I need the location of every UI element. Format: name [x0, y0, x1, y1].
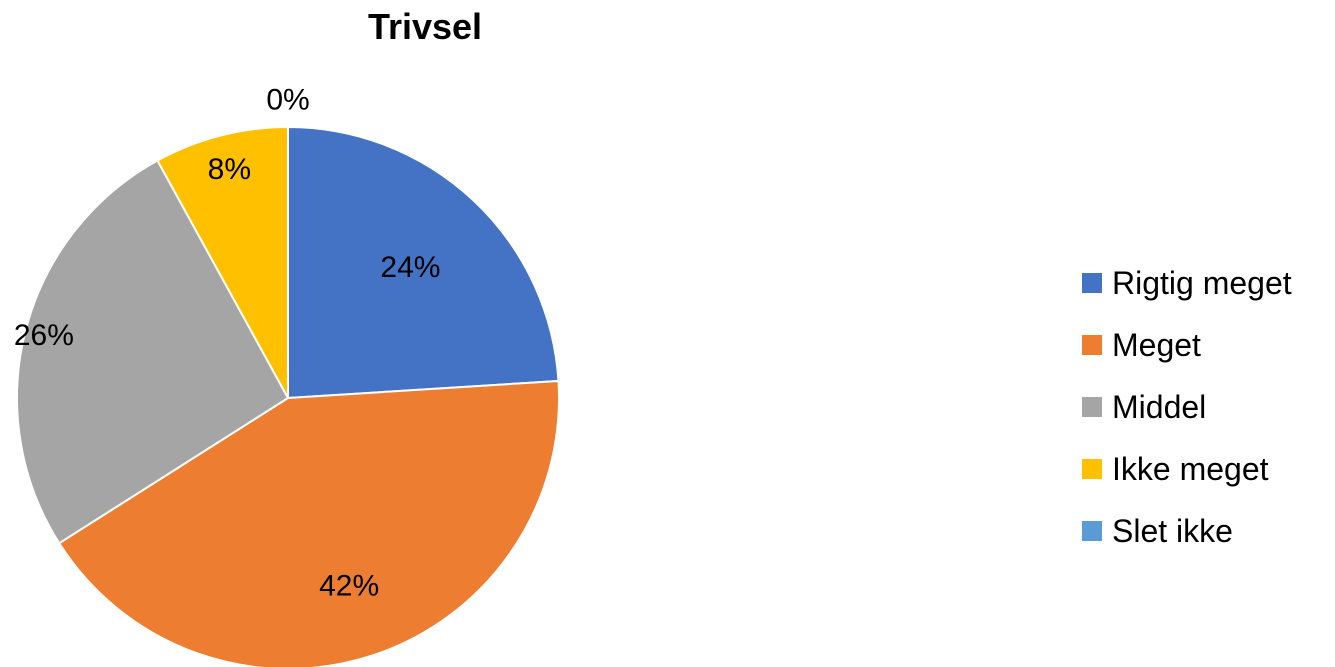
- legend-label-ikke-meget: Ikke meget: [1112, 450, 1269, 487]
- data-label-middel: 26%: [14, 319, 74, 352]
- legend: Rigtig meget Meget Middel Ikke meget Slet ik…: [1082, 252, 1332, 562]
- pie-slice-rigtig-meget: [287, 125, 560, 400]
- data-label-meget: 42%: [319, 570, 379, 603]
- data-label-slet-ikke: 0%: [266, 83, 309, 116]
- legend-item-meget: Meget: [1082, 314, 1332, 376]
- legend-label-slet-ikke: Slet ikke: [1112, 512, 1233, 549]
- pie-slice-ikke-meget: [156, 125, 289, 399]
- pie-chart: 24% 42% 26% 8% 0%: [14, 83, 560, 667]
- legend-label-middel: Middel: [1112, 388, 1207, 425]
- pie-slice-meget: [57, 379, 560, 667]
- legend-label-rigtig-meget: Rigtig meget: [1112, 264, 1292, 301]
- legend-swatch-meget: [1082, 335, 1102, 355]
- data-label-ikke-meget: 8%: [208, 153, 251, 186]
- legend-label-meget: Meget: [1112, 326, 1201, 363]
- chart-title: Trivsel: [367, 6, 483, 47]
- data-label-rigtig-meget: 24%: [380, 251, 440, 284]
- legend-swatch-rigtig-meget: [1082, 273, 1102, 293]
- legend-item-rigtig-meget: Rigtig meget: [1082, 252, 1332, 314]
- legend-swatch-ikke-meget: [1082, 459, 1102, 479]
- legend-item-slet-ikke: Slet ikke: [1082, 500, 1332, 562]
- legend-swatch-middel: [1082, 397, 1102, 417]
- legend-item-ikke-meget: Ikke meget: [1082, 438, 1332, 500]
- legend-item-middel: Middel: [1082, 376, 1332, 438]
- legend-swatch-slet-ikke: [1082, 521, 1102, 541]
- pie-slice-middel: [16, 159, 290, 545]
